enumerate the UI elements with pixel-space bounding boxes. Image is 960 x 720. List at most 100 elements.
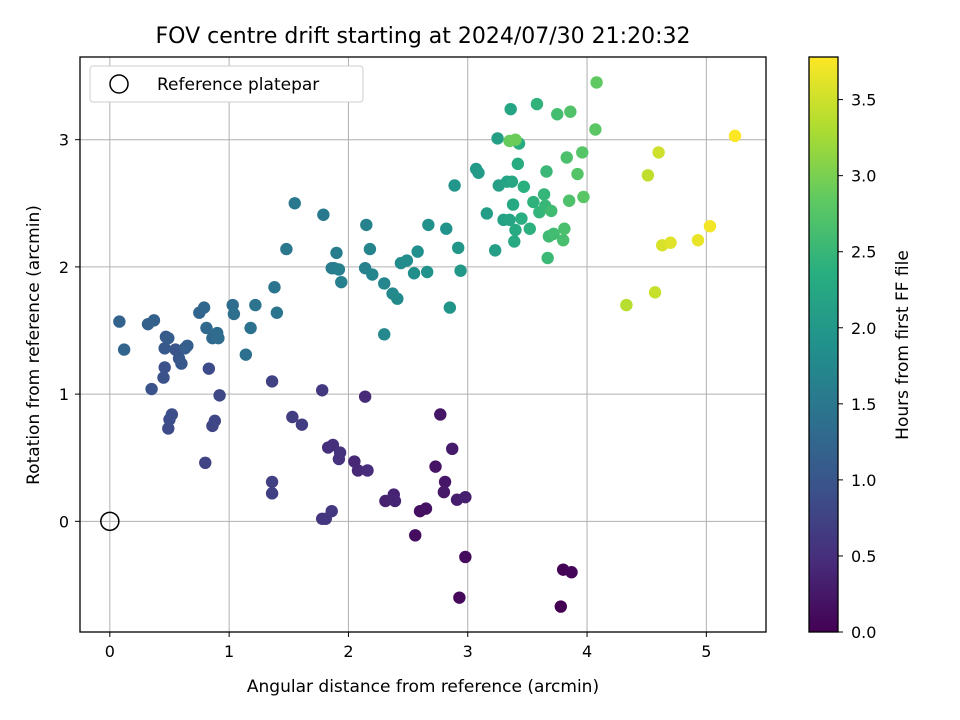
data-point xyxy=(117,343,131,356)
y-axis-ticks: 0 1 2 3 xyxy=(59,131,80,531)
data-point xyxy=(480,207,494,220)
data-point xyxy=(208,414,222,428)
data-point xyxy=(703,219,717,233)
data-point xyxy=(589,123,602,136)
data-point xyxy=(239,348,253,361)
reference-marker xyxy=(100,511,120,532)
legend: Reference platepar xyxy=(89,65,364,103)
data-point xyxy=(590,76,603,89)
data-point xyxy=(541,251,554,265)
data-point xyxy=(437,485,451,499)
data-point xyxy=(212,331,225,345)
data-point xyxy=(391,292,404,305)
data-point xyxy=(249,298,262,312)
data-point xyxy=(265,375,279,388)
colorbar-gradient xyxy=(808,56,839,633)
x-tick-label: 5 xyxy=(701,642,711,661)
data-point xyxy=(157,371,170,384)
data-point xyxy=(530,97,544,111)
data-point xyxy=(503,213,516,227)
data-point xyxy=(361,464,374,477)
data-point xyxy=(197,301,211,314)
data-point xyxy=(551,108,564,121)
data-point xyxy=(378,328,391,341)
data-point xyxy=(556,233,570,247)
x-tick-label: 1 xyxy=(224,642,234,661)
data-point xyxy=(454,264,467,277)
data-point xyxy=(691,233,705,247)
colorbar-label: Hours from first FF file xyxy=(893,250,913,440)
y-tick-label: 3 xyxy=(59,131,69,150)
data-point xyxy=(358,390,372,403)
data-point xyxy=(325,504,338,518)
grid-lines xyxy=(80,57,766,632)
data-point xyxy=(388,494,402,508)
data-point xyxy=(200,321,213,335)
data-point xyxy=(113,315,126,328)
data-point xyxy=(652,146,665,159)
data-point xyxy=(527,195,540,209)
data-point xyxy=(288,197,301,210)
data-point xyxy=(420,265,434,279)
data-point xyxy=(315,384,329,397)
data-point xyxy=(286,410,299,424)
data-point xyxy=(199,456,212,470)
data-point xyxy=(547,227,560,241)
x-tick-label: 3 xyxy=(463,642,473,661)
data-point xyxy=(165,408,179,421)
data-point xyxy=(438,475,452,489)
data-point xyxy=(317,208,330,221)
x-tick-label: 2 xyxy=(343,642,353,661)
data-point xyxy=(351,464,365,477)
data-point xyxy=(181,339,194,352)
colorbar-ticks: 0.0 0.5 1.0 1.5 2.0 2.5 3.0 3.5 xyxy=(838,91,876,642)
data-point xyxy=(360,218,373,232)
y-tick-label: 0 xyxy=(59,512,69,531)
data-point xyxy=(504,102,517,116)
data-point xyxy=(641,169,655,182)
data-point xyxy=(537,188,551,201)
data-point xyxy=(443,301,457,314)
data-point xyxy=(488,244,502,257)
data-point xyxy=(295,418,309,431)
data-point xyxy=(728,129,742,143)
data-point xyxy=(540,165,553,178)
data-point xyxy=(446,442,459,456)
data-point xyxy=(145,382,158,396)
colorbar-tick-label: 0.0 xyxy=(851,623,876,642)
data-point xyxy=(419,502,433,515)
colorbar-tick-label: 0.5 xyxy=(851,547,876,566)
data-point xyxy=(213,389,226,402)
data-point xyxy=(554,600,567,613)
data-point xyxy=(227,307,241,321)
data-point xyxy=(158,361,171,374)
data-point xyxy=(268,281,281,294)
data-point xyxy=(429,460,442,473)
data-point xyxy=(280,242,293,256)
data-point xyxy=(335,275,348,289)
data-point xyxy=(366,268,379,281)
plot-frame xyxy=(79,56,767,633)
data-point xyxy=(332,263,346,276)
legend-box xyxy=(89,65,364,103)
data-point xyxy=(506,198,520,211)
data-point xyxy=(434,408,447,421)
colorbar-tick-label: 3.5 xyxy=(851,91,876,110)
data-point xyxy=(505,175,519,188)
data-point xyxy=(202,362,216,375)
data-point xyxy=(577,190,590,204)
x-tick-label: 4 xyxy=(582,642,592,661)
data-point xyxy=(517,180,531,193)
data-point xyxy=(648,286,662,299)
x-axis-ticks: 0 1 2 3 4 5 xyxy=(105,632,711,661)
data-points xyxy=(113,76,742,613)
data-point xyxy=(378,277,391,290)
x-axis-label: Angular distance from reference (arcmin) xyxy=(247,677,599,697)
data-point xyxy=(158,342,171,355)
data-point xyxy=(523,222,536,235)
data-point xyxy=(576,146,589,159)
data-point xyxy=(407,267,421,280)
data-point xyxy=(409,529,422,542)
data-point xyxy=(558,222,571,235)
